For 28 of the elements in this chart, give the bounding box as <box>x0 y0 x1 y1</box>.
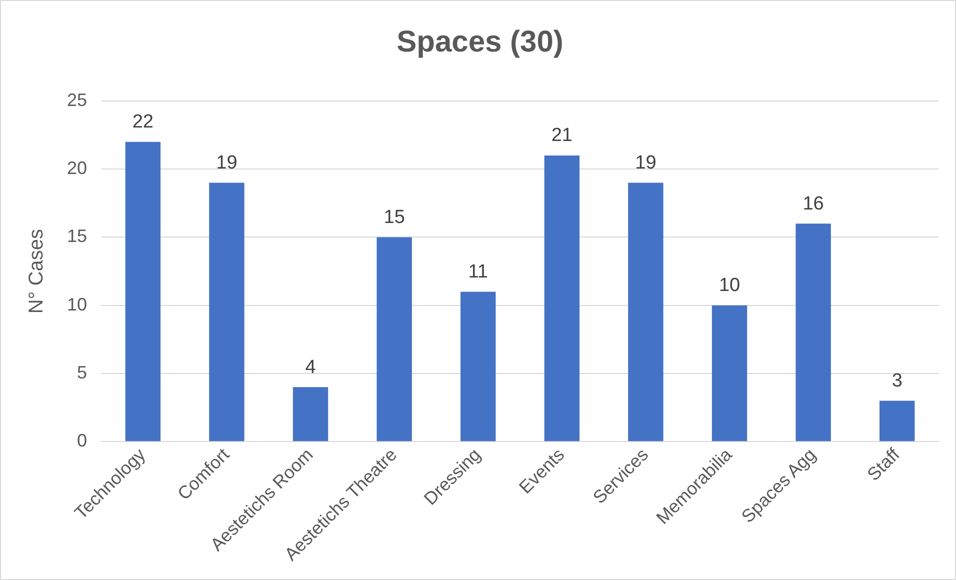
bar <box>460 292 496 442</box>
y-tick-label: 5 <box>77 362 88 382</box>
chart-title: Spaces (30) <box>396 25 564 58</box>
y-tick-label: 10 <box>66 294 88 314</box>
bar <box>628 182 664 442</box>
data-label: 4 <box>305 356 316 378</box>
data-label: 3 <box>892 370 902 392</box>
data-label: 11 <box>468 261 488 282</box>
data-label: 16 <box>802 193 824 214</box>
bar <box>544 156 580 442</box>
data-label: 15 <box>384 206 405 228</box>
y-tick-label: 0 <box>77 430 88 451</box>
y-tick-label: 15 <box>66 226 88 246</box>
bar <box>376 237 412 442</box>
data-label: 19 <box>635 152 656 174</box>
data-label: 22 <box>132 112 154 133</box>
data-label: 19 <box>216 152 238 174</box>
y-axis-title: N° Cases <box>26 228 48 314</box>
bar <box>712 305 748 442</box>
bar <box>880 400 915 442</box>
bar <box>292 387 328 442</box>
y-tick-label: 25 <box>66 90 88 110</box>
bar <box>125 142 161 442</box>
bar <box>796 224 831 442</box>
data-label: 21 <box>551 125 572 146</box>
y-tick-label: 20 <box>66 158 88 178</box>
data-label: 10 <box>718 275 740 296</box>
bar <box>209 182 244 442</box>
